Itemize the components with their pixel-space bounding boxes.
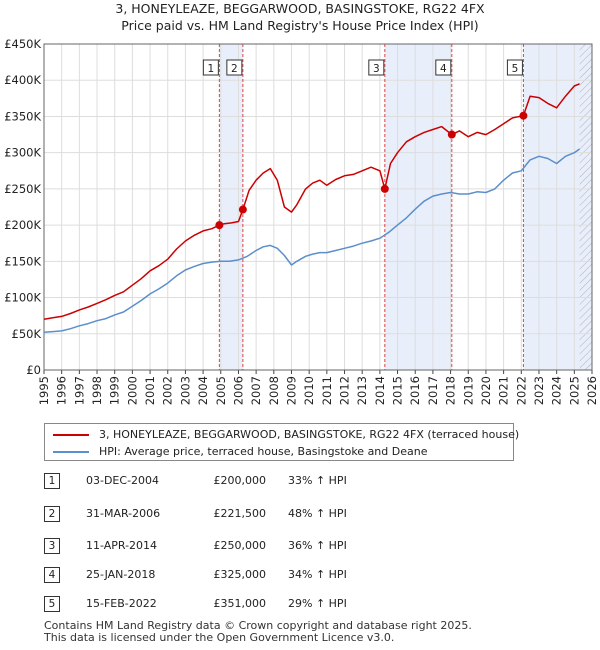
- x-tick-label: 2007: [249, 376, 263, 405]
- y-tick-label: £350K: [4, 109, 41, 123]
- legend-swatch-property: [53, 434, 89, 436]
- sale-marker-number: 2: [231, 63, 238, 75]
- sale-date: 25-JAN-2018: [86, 568, 156, 581]
- table-row: 1 03-DEC-2004 £200,000 33% ↑ HPI: [0, 473, 600, 491]
- y-tick-label: £150K: [4, 254, 41, 268]
- x-tick-label: 1998: [90, 376, 104, 405]
- y-tick-label: £50K: [12, 327, 42, 341]
- sale-marker-number: 1: [208, 63, 215, 75]
- sale-number-badge: 3: [44, 538, 60, 554]
- shaded-period: [219, 44, 243, 370]
- sale-point: [519, 111, 528, 120]
- sale-marker-box: [368, 59, 385, 76]
- sale-date: 31-MAR-2006: [86, 507, 161, 520]
- y-tick-label: £100K: [4, 291, 41, 305]
- x-tick-label: 2015: [391, 376, 405, 405]
- plot-area: [44, 44, 592, 370]
- chart-subtitle: Price paid vs. HM Land Registry's House …: [121, 18, 479, 33]
- x-tick-label: 2010: [302, 376, 316, 405]
- table-row: 2 31-MAR-2006 £221,500 48% ↑ HPI: [0, 506, 600, 524]
- x-tick-label: 2013: [355, 376, 369, 405]
- x-tick-label: 2026: [585, 376, 599, 405]
- x-tick-label: 2025: [567, 376, 581, 405]
- legend-swatch-hpi: [53, 451, 89, 453]
- x-tick-label: 2011: [320, 376, 334, 405]
- x-tick-label: 2000: [125, 376, 139, 405]
- hpi-line: [43, 148, 581, 334]
- y-tick-label: £400K: [4, 73, 41, 87]
- x-tick-label: 2016: [408, 376, 422, 405]
- sale-number-badge: 5: [44, 596, 60, 612]
- sale-point: [447, 130, 456, 139]
- sale-price: £351,000: [213, 597, 267, 610]
- forecast-hatch: [579, 44, 592, 370]
- x-tick-label: 1999: [108, 376, 122, 405]
- table-row: 5 15-FEB-2022 £351,000 29% ↑ HPI: [0, 596, 600, 614]
- footer-copyright: Contains HM Land Registry data © Crown c…: [44, 619, 472, 632]
- y-tick-label: £300K: [4, 146, 41, 160]
- x-tick-label: 2006: [231, 376, 245, 405]
- x-tick-label: 1997: [72, 376, 86, 405]
- sale-marker-number: 5: [512, 63, 519, 75]
- y-tick-label: £0: [26, 363, 41, 377]
- sale-price: £200,000: [213, 474, 267, 487]
- x-tick-label: 2002: [161, 376, 175, 405]
- x-tick-label: 2009: [284, 376, 298, 405]
- legend-label-property: 3, HONEYLEAZE, BEGGARWOOD, BASINGSTOKE, …: [99, 428, 520, 441]
- y-tick-label: £200K: [4, 218, 41, 232]
- x-tick-label: 2017: [426, 376, 440, 405]
- plot-border: [43, 43, 593, 371]
- y-tick-label: £450K: [4, 37, 41, 51]
- x-tick-label: 2012: [338, 376, 352, 405]
- sale-marker-box: [226, 59, 243, 76]
- chart-title: 3, HONEYLEAZE, BEGGARWOOD, BASINGSTOKE, …: [115, 1, 485, 16]
- sale-point: [215, 221, 224, 230]
- y-tick-label: £250K: [4, 182, 41, 196]
- sale-number-badge: 4: [44, 567, 60, 583]
- footer-licence: This data is licensed under the Open Gov…: [44, 631, 395, 644]
- sale-marker-box: [202, 59, 219, 76]
- x-tick-label: 2005: [214, 376, 228, 405]
- x-tick-label: 2020: [479, 376, 493, 405]
- sale-price: £325,000: [213, 568, 267, 581]
- sale-hpi-diff: 34% ↑ HPI: [288, 568, 347, 581]
- x-tick-label: 2008: [267, 376, 281, 405]
- property-price-line: [43, 83, 580, 321]
- sale-marker-box: [506, 59, 523, 76]
- sale-date: 11-APR-2014: [86, 539, 158, 552]
- x-tick-label: 2023: [532, 376, 546, 405]
- sale-date: 03-DEC-2004: [86, 474, 160, 487]
- x-tick-label: 2019: [461, 376, 475, 405]
- table-row: 4 25-JAN-2018 £325,000 34% ↑ HPI: [0, 567, 600, 585]
- x-tick-label: 2024: [550, 376, 564, 405]
- x-tick-label: 2004: [196, 376, 210, 405]
- sale-price: £221,500: [213, 507, 267, 520]
- x-tick-label: 2003: [178, 376, 192, 405]
- sale-point: [380, 184, 389, 193]
- sale-marker-box: [435, 59, 452, 76]
- sale-price: £250,000: [213, 539, 267, 552]
- x-tick-label: 2018: [444, 376, 458, 405]
- x-tick-label: 1995: [37, 376, 51, 405]
- x-tick-label: 1996: [55, 376, 69, 405]
- price-chart: £0 £50K £100K £150K £200K £250K £300K £350K £400…: [4, 37, 599, 405]
- sale-number-badge: 2: [44, 506, 60, 522]
- x-tick-label: 2014: [373, 376, 387, 405]
- x-tick-label: 2001: [143, 376, 157, 405]
- sale-hpi-diff: 36% ↑ HPI: [288, 539, 347, 552]
- sale-date: 15-FEB-2022: [86, 597, 157, 610]
- sale-marker-number: 4: [440, 63, 447, 75]
- sale-marker-number: 3: [373, 63, 380, 75]
- table-row: 3 11-APR-2014 £250,000 36% ↑ HPI: [0, 538, 600, 556]
- x-tick-label: 2021: [497, 376, 511, 405]
- sale-hpi-diff: 48% ↑ HPI: [288, 507, 347, 520]
- sale-hpi-diff: 29% ↑ HPI: [288, 597, 347, 610]
- chart-legend: 3, HONEYLEAZE, BEGGARWOOD, BASINGSTOKE, …: [44, 423, 519, 461]
- sale-hpi-diff: 33% ↑ HPI: [288, 474, 347, 487]
- sale-number-badge: 1: [44, 473, 60, 489]
- legend-label-hpi: HPI: Average price, terraced house, Basi…: [99, 445, 428, 458]
- x-tick-label: 2022: [514, 376, 528, 405]
- sale-point: [238, 205, 247, 214]
